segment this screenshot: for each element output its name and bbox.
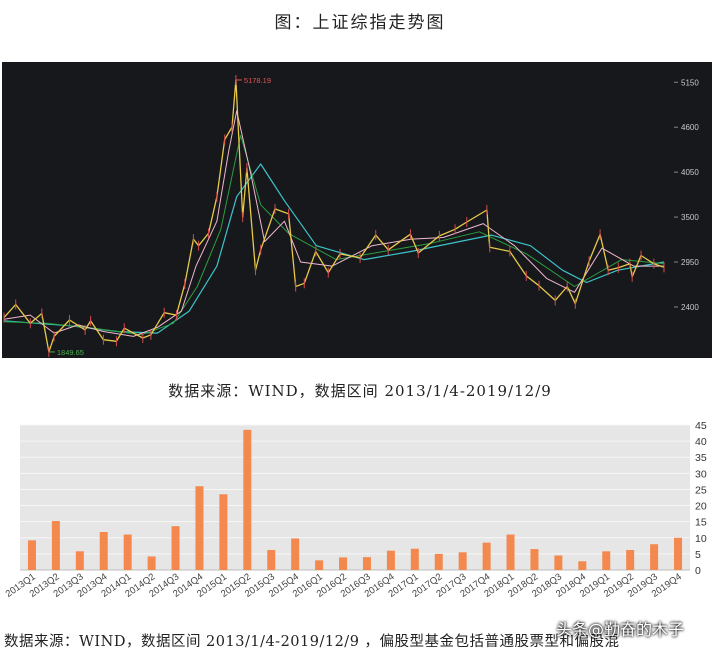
y-tick-label: 45 bbox=[695, 420, 707, 432]
plot-area bbox=[20, 425, 690, 570]
bar-chart: 0510152025303540452013Q12013Q22013Q32013… bbox=[4, 420, 707, 600]
bar bbox=[243, 429, 252, 570]
bar bbox=[219, 494, 228, 570]
bar bbox=[506, 534, 515, 570]
bar bbox=[171, 526, 180, 570]
series-moving-average-long bbox=[3, 163, 665, 334]
watermark: 头条@勤奋的木子 bbox=[556, 620, 685, 639]
y-tick-label: 0 bbox=[695, 565, 701, 577]
bar bbox=[554, 555, 563, 570]
bar bbox=[147, 556, 156, 570]
source-note-bottom: 数据来源：WIND，数据区间 2013/1/4-2019/12/9 ，偏股型基金… bbox=[4, 634, 620, 650]
bar bbox=[530, 549, 539, 570]
bar bbox=[362, 557, 371, 570]
y-tick-label: 10 bbox=[695, 533, 707, 545]
series-moving-average-short bbox=[3, 110, 664, 337]
page-title: 图：上证综指走势图 bbox=[274, 13, 446, 33]
bar bbox=[434, 553, 443, 570]
bar bbox=[123, 534, 132, 570]
bar bbox=[339, 557, 348, 570]
bar bbox=[626, 550, 635, 570]
bar bbox=[386, 550, 395, 570]
y-tick-label: 25 bbox=[695, 484, 707, 496]
y-tick-label: 2950 bbox=[681, 258, 699, 267]
bar bbox=[578, 561, 587, 570]
bar bbox=[315, 560, 324, 570]
y-tick-label: 3500 bbox=[681, 213, 699, 222]
bar bbox=[410, 548, 419, 570]
y-tick-label: 2400 bbox=[681, 303, 699, 312]
y-tick-label: 40 bbox=[695, 436, 707, 448]
bar bbox=[674, 537, 683, 570]
bar bbox=[51, 521, 60, 570]
y-tick-label: 5 bbox=[695, 549, 701, 561]
y-tick-label: 35 bbox=[695, 452, 707, 464]
index-chart-panel: 2400 2950 3500 4050 4600 5150 5178.19 1849.65 bbox=[2, 62, 712, 358]
bar bbox=[267, 550, 276, 570]
bar bbox=[291, 538, 300, 570]
bar bbox=[75, 551, 84, 570]
y-tick-label: 15 bbox=[695, 517, 707, 529]
bar bbox=[602, 551, 611, 570]
high-label: 5178.19 bbox=[244, 76, 271, 85]
bar bbox=[195, 486, 204, 570]
bar bbox=[27, 540, 36, 570]
y-tick-label: 30 bbox=[695, 468, 707, 480]
series-index bbox=[3, 79, 665, 353]
y-tick-label: 4050 bbox=[681, 168, 699, 177]
source-note-top: 数据来源：WIND，数据区间 2013/1/4-2019/12/9 bbox=[168, 382, 552, 400]
y-tick-label: 5150 bbox=[681, 78, 699, 87]
bar bbox=[99, 531, 108, 570]
bar bbox=[650, 544, 659, 570]
low-label: 1849.65 bbox=[57, 348, 84, 357]
index-chart: 2400 2950 3500 4050 4600 5150 5178.19 1849.65 bbox=[3, 74, 699, 357]
y-tick-label: 20 bbox=[695, 501, 707, 513]
series-moving-average-mid bbox=[3, 134, 665, 336]
bar bbox=[482, 542, 491, 570]
bar-chart-panel: 0 5 10 15 20 25 30 35 40 45 2013Q1 2013Q2 2013Q3 2013… bbox=[0, 420, 720, 630]
y-tick-label: 4600 bbox=[681, 123, 699, 132]
bar bbox=[458, 552, 467, 570]
